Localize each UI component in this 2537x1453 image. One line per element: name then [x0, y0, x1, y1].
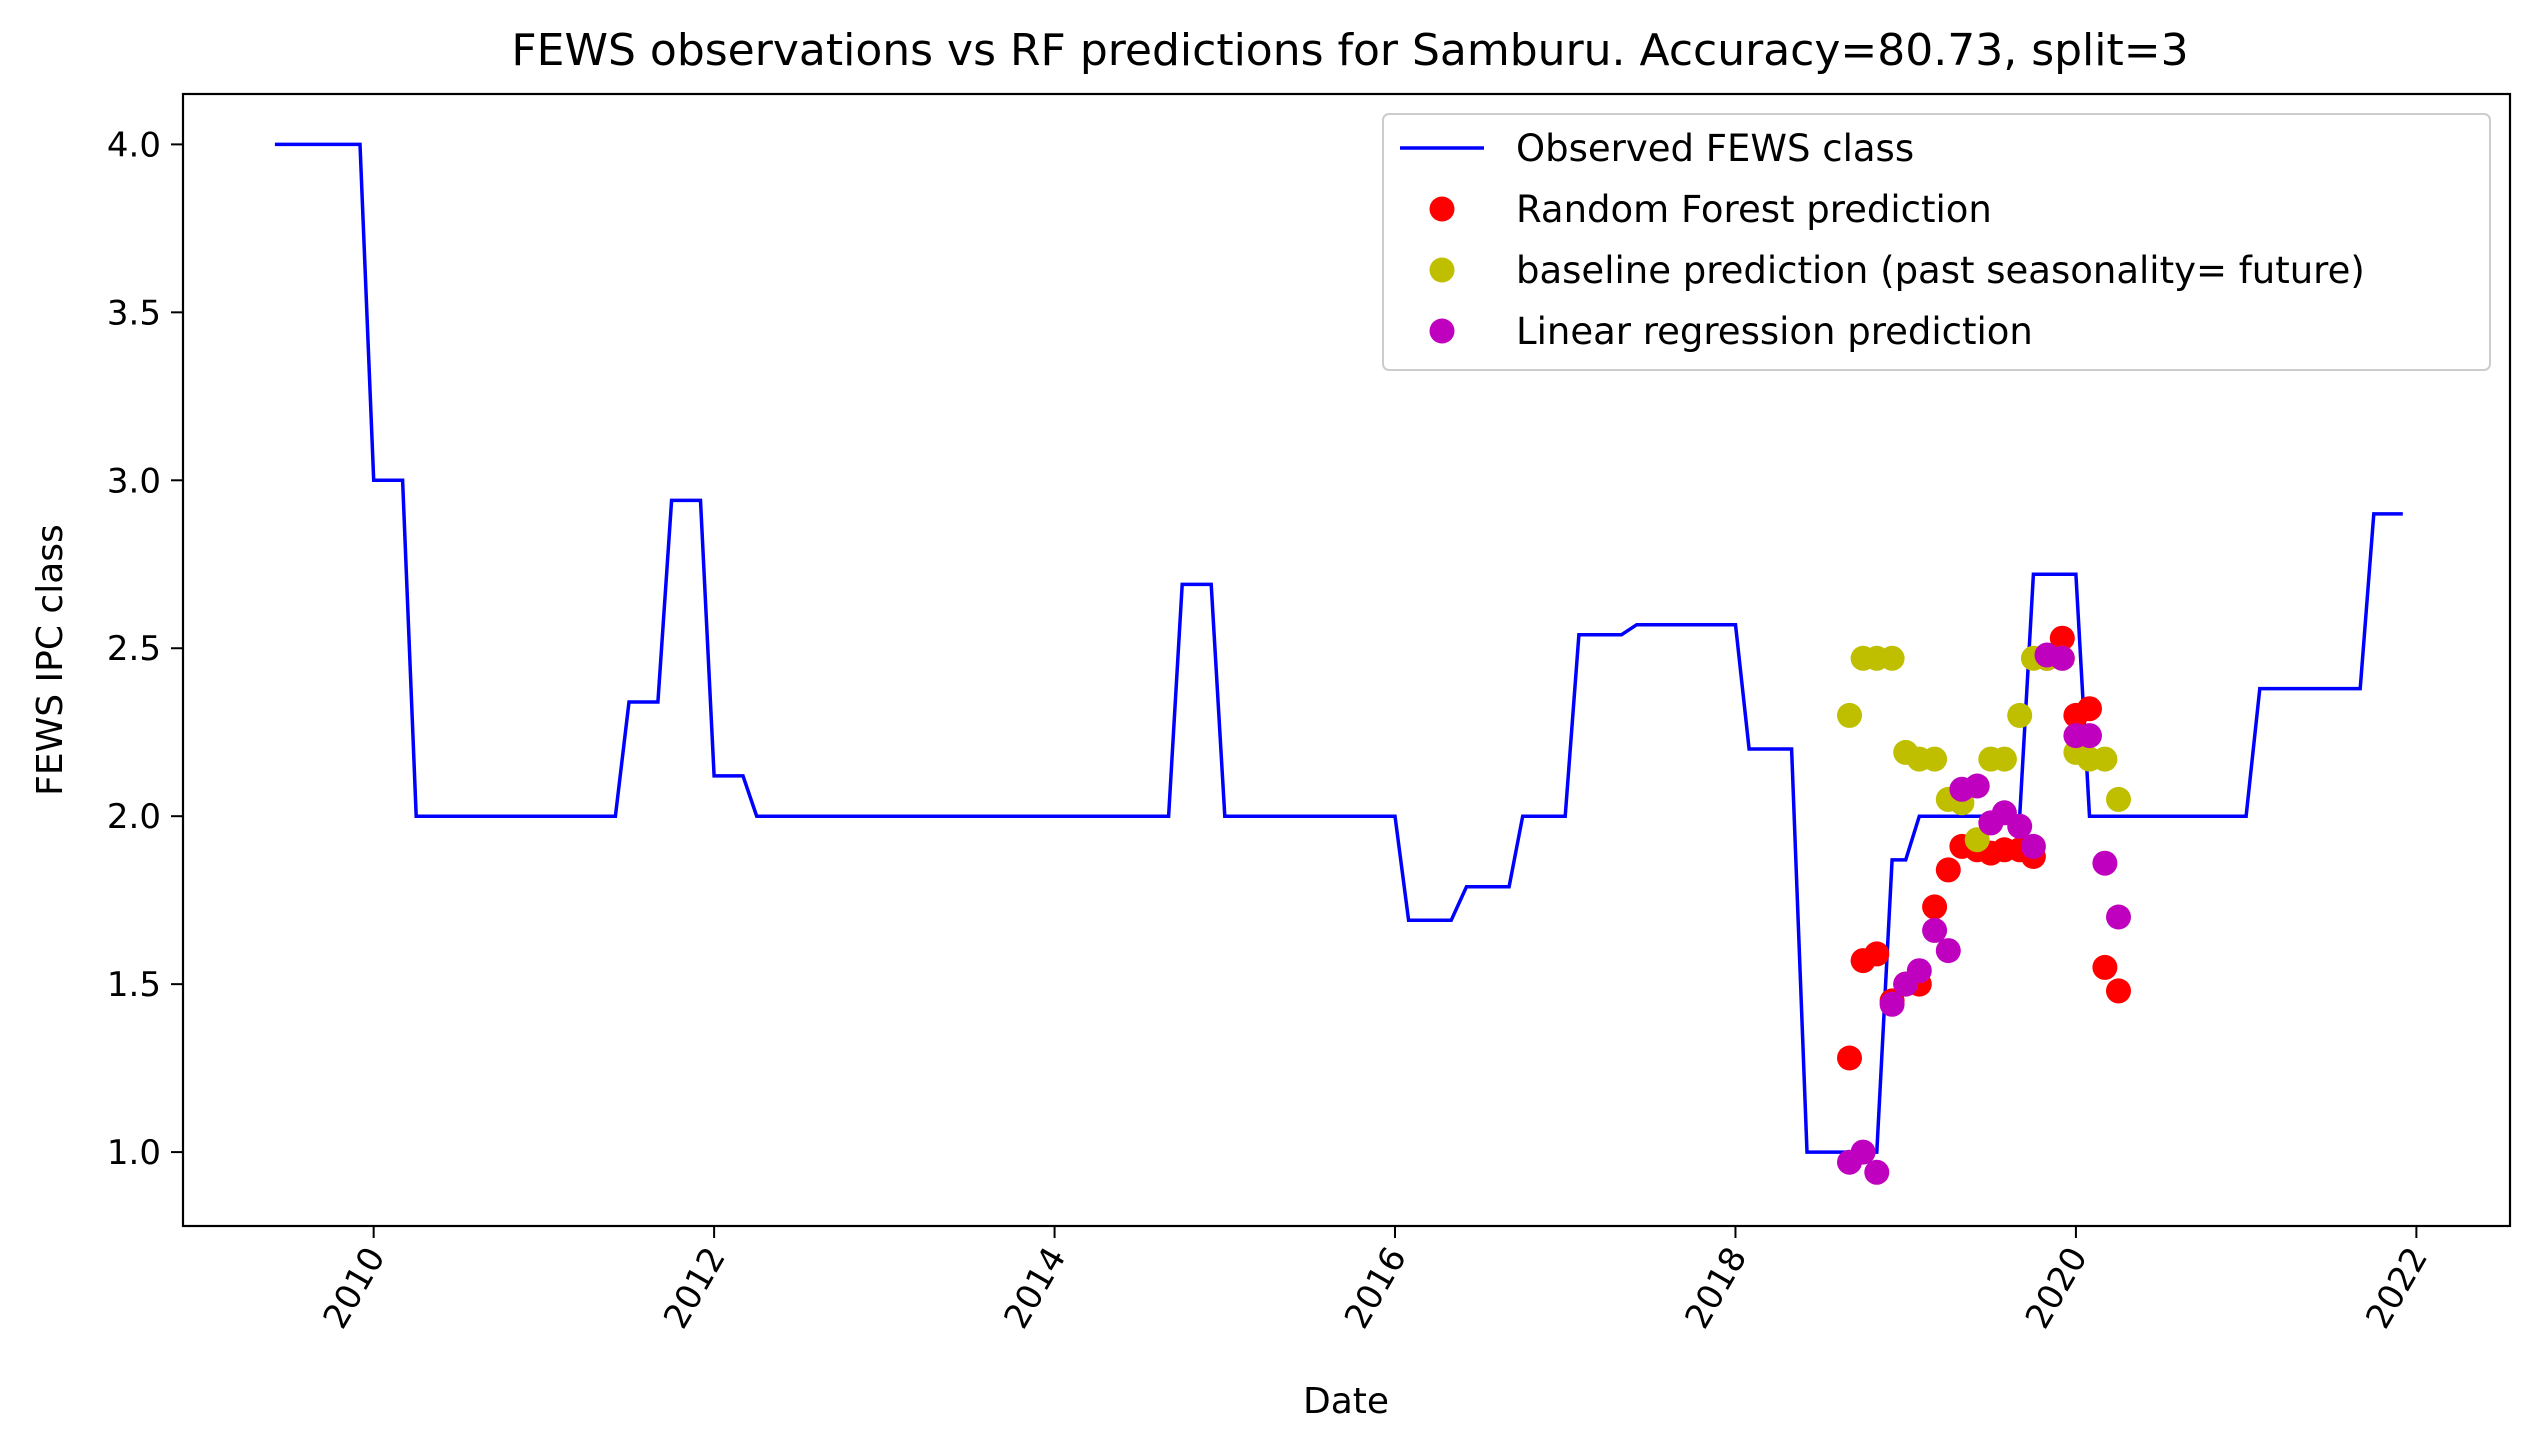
data-point: [2092, 850, 2118, 876]
data-point: [1864, 1159, 1890, 1185]
y-axis-label: FEWS IPC class: [30, 524, 71, 796]
legend-item: Linear regression prediction: [1429, 310, 2033, 353]
data-point: [1964, 827, 1990, 853]
series-line: [274, 142, 2403, 1154]
plot-frame: [181, 92, 2512, 1228]
x-axis-label: Date: [1303, 1381, 1389, 1422]
data-point: [1864, 941, 1890, 967]
data-point: [2020, 833, 2046, 859]
y-tick-label: 2.0: [107, 797, 161, 837]
data-point: [2007, 813, 2033, 839]
data-point: [2106, 904, 2131, 930]
data-point: [1837, 1045, 1862, 1071]
data-point: [2092, 746, 2118, 772]
legend-label: Observed FEWS class: [1516, 127, 1914, 170]
legend-label: Linear regression prediction: [1516, 310, 2033, 353]
legend-swatch: [1429, 257, 1455, 283]
y-tick-label: 1.0: [107, 1133, 161, 1173]
data-point: [1935, 938, 1961, 964]
data-point: [1964, 773, 1990, 799]
data-point: [2049, 625, 2075, 651]
series-observed-fews-class: [274, 142, 2403, 1154]
legend-label: Random Forest prediction: [1516, 188, 1992, 231]
data-point: [1991, 746, 2017, 772]
data-point: [1922, 917, 1948, 943]
data-point: [2092, 954, 2118, 980]
data-point: [2077, 696, 2102, 722]
data-point: [1879, 991, 1905, 1017]
y-tick-label: 3.0: [107, 461, 161, 501]
legend-item: baseline prediction (past seasonality= f…: [1429, 249, 2365, 292]
plot-area: [274, 142, 2403, 1185]
legend-label: baseline prediction (past seasonality= f…: [1516, 249, 2365, 292]
data-point: [1906, 958, 1932, 984]
data-point: [2049, 645, 2075, 671]
data-point: [2077, 723, 2102, 749]
data-point: [2106, 978, 2131, 1004]
y-tick-label: 3.5: [107, 293, 161, 333]
y-tick-label: 2.5: [107, 629, 161, 669]
y-tick-label: 4.0: [107, 125, 161, 165]
legend-item: Random Forest prediction: [1429, 188, 1992, 231]
data-point: [2106, 786, 2131, 812]
legend-swatch: [1429, 318, 1455, 344]
legend-item: Observed FEWS class: [1400, 127, 1914, 170]
data-point: [1935, 857, 1961, 883]
y-tick-label: 1.5: [107, 965, 161, 1005]
legend-box: [1382, 113, 2491, 371]
chart-title: FEWS observations vs RF predictions for …: [511, 25, 2188, 76]
series-linear-regression-prediction: [1837, 642, 2131, 1185]
legend: Observed FEWS class Random Forest predict…: [1382, 113, 2491, 371]
data-point: [1879, 645, 1905, 671]
data-point: [1922, 894, 1948, 920]
legend-swatch: [1429, 196, 1455, 222]
data-point: [1922, 746, 1948, 772]
data-point: [1837, 702, 1862, 728]
data-point: [2007, 702, 2033, 728]
data-point: [1850, 1139, 1876, 1165]
